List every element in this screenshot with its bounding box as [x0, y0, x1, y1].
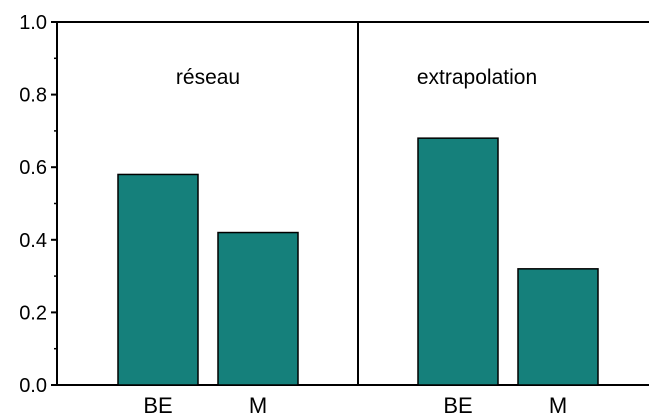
y-tick-label: 0.4: [19, 230, 47, 252]
bar: [417, 137, 499, 386]
x-category-label: M: [549, 393, 567, 417]
x-category-label: BE: [443, 393, 472, 417]
y-tick-label: 0.2: [19, 302, 47, 324]
y-tick-label: 0.0: [19, 375, 47, 397]
bar: [117, 173, 199, 386]
panel-title: réseau: [176, 66, 240, 89]
bar: [217, 231, 299, 386]
x-category-label: M: [249, 393, 267, 417]
labels: 0.0 0.2 0.4 0.6 0.8 1.0 réseau BE Mextrapolation…: [19, 12, 567, 417]
bars: [117, 137, 599, 386]
y-tick-label: 1.0: [19, 12, 47, 34]
y-tick-label: 0.6: [19, 157, 47, 179]
bar: [517, 268, 599, 386]
x-category-label: BE: [143, 393, 172, 417]
y-tick-label: 0.8: [19, 85, 47, 107]
panel-title: extrapolation: [417, 66, 537, 89]
